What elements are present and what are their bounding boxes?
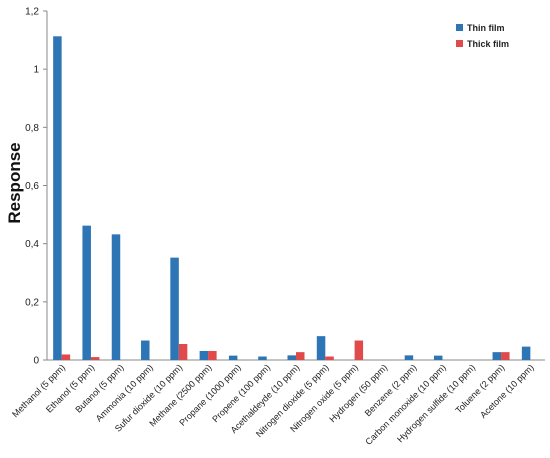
bar-thick-film	[325, 356, 334, 360]
y-tick-label: 0,4	[25, 239, 39, 250]
bars-group	[53, 36, 531, 361]
bar-thick-film	[61, 354, 71, 360]
x-category-label: Benzene (2 ppm)	[363, 362, 419, 418]
bar-thin-film	[170, 257, 179, 360]
legend: Thin film Thick film	[456, 23, 509, 49]
bar-thin-film	[404, 355, 414, 360]
bar-thin-film	[199, 350, 209, 360]
bar-thick-film	[354, 340, 364, 360]
bar-thin-film	[258, 356, 267, 360]
legend-swatch	[456, 24, 463, 31]
bar-thick-film	[208, 350, 217, 360]
legend-label: Thin film	[467, 23, 505, 33]
y-tick-label: 1,2	[25, 7, 39, 18]
bar-thick-film	[501, 352, 510, 360]
bar-thick-film	[296, 352, 305, 360]
y-tick-label: 0,2	[25, 297, 39, 308]
bar-thin-film	[433, 355, 443, 360]
y-axis-title: Response	[5, 142, 24, 223]
bar-thin-film	[53, 36, 62, 361]
bar-thick-film	[178, 344, 188, 360]
bar-thin-film	[141, 340, 150, 360]
y-tick-label: 0,8	[25, 123, 39, 134]
x-category-label: Methanol (5 ppm)	[10, 362, 67, 419]
y-tick-label: 0,6	[25, 181, 39, 192]
y-tick-label: 0	[33, 356, 39, 367]
bar-thick-film	[90, 357, 100, 360]
bar-thin-film	[228, 355, 238, 360]
y-tick-label: 1	[33, 65, 39, 76]
bar-thin-film	[111, 234, 121, 360]
x-axis: Methanol (5 ppm)Ethanol (5 ppm)Butanol (…	[10, 359, 545, 447]
bar-thin-film	[521, 346, 531, 360]
bar-thin-film	[492, 352, 502, 360]
bar-thin-film	[287, 355, 296, 360]
bar-thin-film	[82, 225, 91, 360]
bar-thin-film	[316, 336, 326, 360]
legend-label: Thick film	[467, 39, 509, 49]
legend-swatch	[456, 40, 463, 47]
x-category-label: Acetone (10 ppm)	[478, 362, 536, 420]
y-axis: 0 0,2 0,4 0,6 0,8 1 1,2	[25, 7, 48, 367]
